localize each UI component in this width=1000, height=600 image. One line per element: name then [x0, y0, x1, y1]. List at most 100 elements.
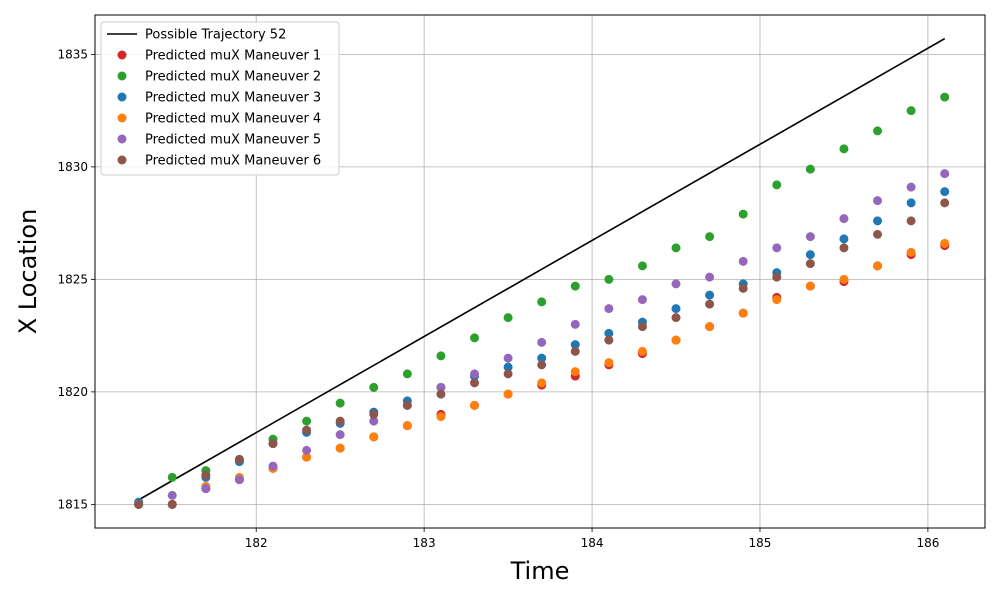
data-point [470, 378, 480, 388]
data-point [671, 313, 681, 323]
data-point [873, 216, 883, 226]
data-point [604, 328, 614, 338]
legend-label: Predicted muX Maneuver 3 [145, 91, 321, 106]
data-point [805, 232, 815, 242]
scatter-points [134, 92, 950, 509]
data-point [436, 412, 446, 422]
x-tick-label: 185 [749, 536, 772, 550]
data-point [570, 367, 580, 377]
data-point [470, 333, 480, 343]
data-point [637, 322, 647, 332]
data-point [637, 261, 647, 271]
data-point [436, 382, 446, 392]
legend-box [100, 21, 340, 176]
data-point [570, 340, 580, 350]
data-point [537, 378, 547, 388]
data-point [335, 443, 345, 453]
data-point [604, 335, 614, 345]
data-point [302, 416, 312, 426]
data-point [402, 369, 412, 379]
legend-marker-swatch [117, 134, 127, 144]
data-point [705, 272, 715, 282]
data-point [671, 335, 681, 345]
data-point [167, 472, 177, 482]
data-point [772, 295, 782, 305]
data-point [839, 243, 849, 253]
legend-label: Predicted muX Maneuver 5 [145, 133, 321, 148]
data-point [604, 274, 614, 284]
data-point [906, 216, 916, 226]
data-point [839, 274, 849, 284]
x-tick-label: 183 [413, 536, 436, 550]
y-tick-label: 1835 [57, 47, 88, 61]
legend-label: Predicted muX Maneuver 4 [145, 112, 321, 127]
data-point [940, 169, 950, 179]
y-axis-ticks: 1815 1820 1825 1830 1835 [57, 47, 95, 511]
data-point [705, 299, 715, 309]
data-point [906, 106, 916, 116]
data-point [335, 430, 345, 440]
data-point [738, 256, 748, 266]
data-point [167, 490, 177, 500]
data-point [705, 232, 715, 242]
data-point [369, 409, 379, 419]
x-axis-title: Time [510, 557, 570, 585]
legend-marker-swatch [117, 155, 127, 165]
legend-marker-swatch [117, 92, 127, 102]
x-tick-label: 186 [916, 536, 939, 550]
data-point [906, 198, 916, 208]
data-point [402, 421, 412, 431]
data-point [234, 454, 244, 464]
data-point [705, 290, 715, 300]
data-point [369, 416, 379, 426]
x-axis-ticks: 182 183 184 185 186 [245, 528, 939, 550]
data-point [906, 247, 916, 257]
data-point [369, 382, 379, 392]
data-point [940, 238, 950, 248]
y-tick-label: 1830 [57, 160, 88, 174]
x-tick-label: 182 [245, 536, 268, 550]
y-axis-title: X Location [14, 209, 42, 335]
y-tick-label: 1820 [57, 385, 88, 399]
data-point [470, 369, 480, 379]
series-maneuver-6 [134, 198, 950, 509]
data-point [772, 272, 782, 282]
data-point [805, 259, 815, 269]
data-point [537, 337, 547, 347]
series-maneuver-2 [134, 92, 950, 509]
legend-label: Predicted muX Maneuver 1 [145, 49, 321, 64]
data-point [436, 351, 446, 361]
data-point [436, 389, 446, 399]
data-point [738, 308, 748, 318]
data-point [302, 452, 312, 462]
plot-frame [94, 14, 986, 529]
data-point [503, 389, 513, 399]
data-point [537, 353, 547, 363]
data-point [570, 281, 580, 291]
data-point [268, 461, 278, 471]
legend-marker-swatch [117, 71, 127, 81]
data-point [268, 439, 278, 449]
data-point [604, 358, 614, 368]
y-tick-label: 1825 [57, 272, 88, 286]
data-point [940, 92, 950, 102]
data-point [167, 499, 177, 509]
data-point [873, 126, 883, 136]
legend: Possible Trajectory 52 Predicted muX Mane… [100, 21, 340, 176]
data-point [738, 209, 748, 219]
legend-marker-swatch [117, 50, 127, 60]
data-point [302, 445, 312, 455]
trajectory-line-layer [138, 37, 946, 501]
data-point [805, 164, 815, 174]
data-point [537, 360, 547, 370]
data-point [772, 243, 782, 253]
data-point [940, 187, 950, 197]
legend-label: Predicted muX Maneuver 6 [145, 154, 321, 169]
data-point [637, 295, 647, 305]
data-point [839, 234, 849, 244]
data-point [671, 243, 681, 253]
data-point [537, 297, 547, 307]
data-point [637, 346, 647, 356]
data-point [134, 499, 144, 509]
